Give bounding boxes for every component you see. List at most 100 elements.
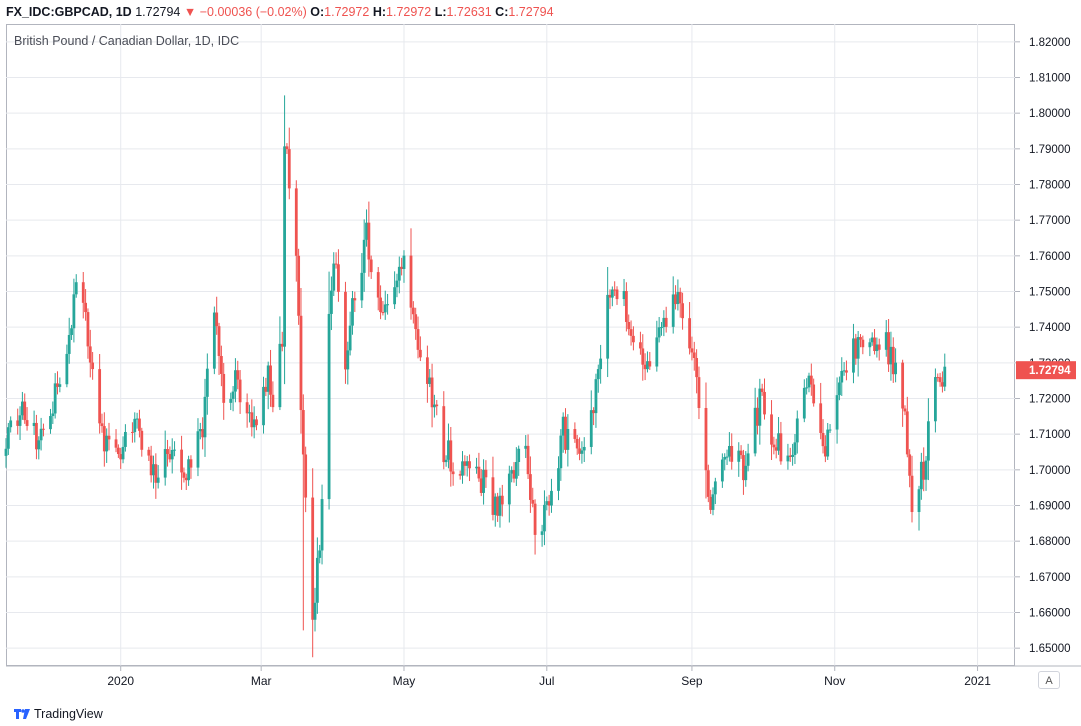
candle-body [894, 362, 898, 375]
candle-body [425, 357, 429, 384]
candle-body [561, 416, 565, 436]
candle-body [704, 407, 708, 471]
candle-body [517, 448, 521, 462]
candle-body [236, 370, 240, 380]
candle-body [189, 459, 193, 468]
candle-body [641, 348, 645, 365]
candle-body [81, 282, 85, 303]
candle-body [297, 255, 301, 316]
candle-body [643, 364, 647, 370]
candle-body [53, 383, 57, 414]
candle-body [868, 342, 872, 348]
candle-body [615, 289, 619, 300]
close-label: C: [495, 5, 509, 19]
candle-body [37, 440, 41, 450]
candle-body [245, 402, 249, 414]
candle-body [559, 435, 563, 469]
candle-body [121, 446, 125, 460]
candle-body [657, 327, 661, 338]
x-tick-label: May [393, 674, 416, 688]
candle-body [182, 472, 186, 478]
candle-body [418, 349, 422, 358]
candle-body [468, 461, 471, 469]
symbol-label[interactable]: FX_IDC:GBPCAD, 1D [6, 5, 132, 19]
candle-body [510, 470, 514, 474]
candle-body [793, 442, 797, 455]
candle-body [32, 422, 36, 426]
x-tick-label: 2020 [107, 674, 134, 688]
candle-body [140, 430, 144, 450]
candle-body [271, 394, 275, 408]
candle-body [706, 470, 710, 497]
candle-body [545, 501, 549, 505]
candle-body [692, 352, 696, 359]
x-tick-label: Sep [681, 674, 703, 688]
candle-body [435, 404, 439, 407]
candle-body [926, 421, 930, 461]
y-tick-label: 1.75000 [1029, 287, 1071, 299]
candle-body [393, 287, 397, 305]
candle-body [287, 149, 291, 189]
candlestick-chart[interactable]: 1.65000 1.66000 1.67000 1.68000 1.69000 1.700… [0, 0, 1081, 704]
auto-scale-button[interactable]: A [1038, 671, 1060, 689]
candle-body [152, 464, 155, 476]
y-tick-label: 1.71000 [1029, 429, 1071, 441]
candle-body [543, 504, 546, 532]
open-value: 1.72972 [324, 5, 370, 19]
candle-body [753, 407, 757, 454]
candle-body [25, 420, 29, 426]
x-tick-label: Nov [824, 674, 845, 688]
candle-body [838, 382, 841, 396]
candle-body [795, 418, 799, 443]
candle-body [376, 272, 380, 298]
candle-body [826, 429, 830, 457]
candle-body [299, 315, 303, 411]
candle-body [428, 377, 432, 384]
candle-body [327, 313, 331, 500]
candle-body [170, 449, 174, 460]
candle-body [524, 445, 528, 449]
candle-body [533, 503, 537, 535]
candle-body [596, 369, 600, 380]
candle-body [828, 429, 832, 431]
candle-body [451, 471, 455, 475]
footer-branding[interactable]: TradingView [14, 704, 103, 724]
candle-body [337, 264, 340, 292]
candle-body [304, 454, 308, 498]
candle-body [477, 466, 481, 479]
y-tick-label: 1.74000 [1029, 322, 1071, 334]
candle-body [664, 317, 668, 327]
y-tick-label: 1.79000 [1029, 144, 1071, 156]
candle-body [264, 386, 268, 392]
candle-body [859, 337, 862, 340]
candle-body [18, 415, 22, 426]
candle-body [74, 282, 78, 295]
candle-body [51, 413, 55, 417]
candle-body [465, 461, 469, 466]
candle-body [531, 499, 535, 504]
symbol-header: FX_IDC:GBPCAD, 1D 1.72794 ▼ −0.00036 (−0… [0, 0, 1081, 24]
candle-body [891, 346, 895, 375]
candle-body [215, 312, 219, 327]
candle-body [362, 239, 366, 273]
candle-body [65, 353, 69, 385]
y-tick-label: 1.81000 [1029, 73, 1071, 85]
candle-body [528, 474, 532, 500]
candle-body [475, 466, 478, 469]
chart-title: British Pound / Canadian Dollar, 1D, IDC [14, 34, 240, 48]
candle-body [248, 412, 251, 414]
y-tick-label: 1.66000 [1029, 608, 1071, 620]
candle-body [742, 455, 745, 481]
candle-body [884, 332, 888, 350]
candle-body [482, 469, 485, 493]
candle-body [756, 407, 759, 426]
candle-body [461, 461, 464, 476]
candle-body [20, 401, 24, 416]
candle-body [606, 294, 610, 359]
candle-body [449, 440, 453, 472]
candle-body [917, 489, 921, 513]
candle-body [35, 422, 38, 450]
candle-body [411, 307, 415, 315]
candle-body [924, 460, 928, 480]
candle-body [599, 358, 603, 370]
